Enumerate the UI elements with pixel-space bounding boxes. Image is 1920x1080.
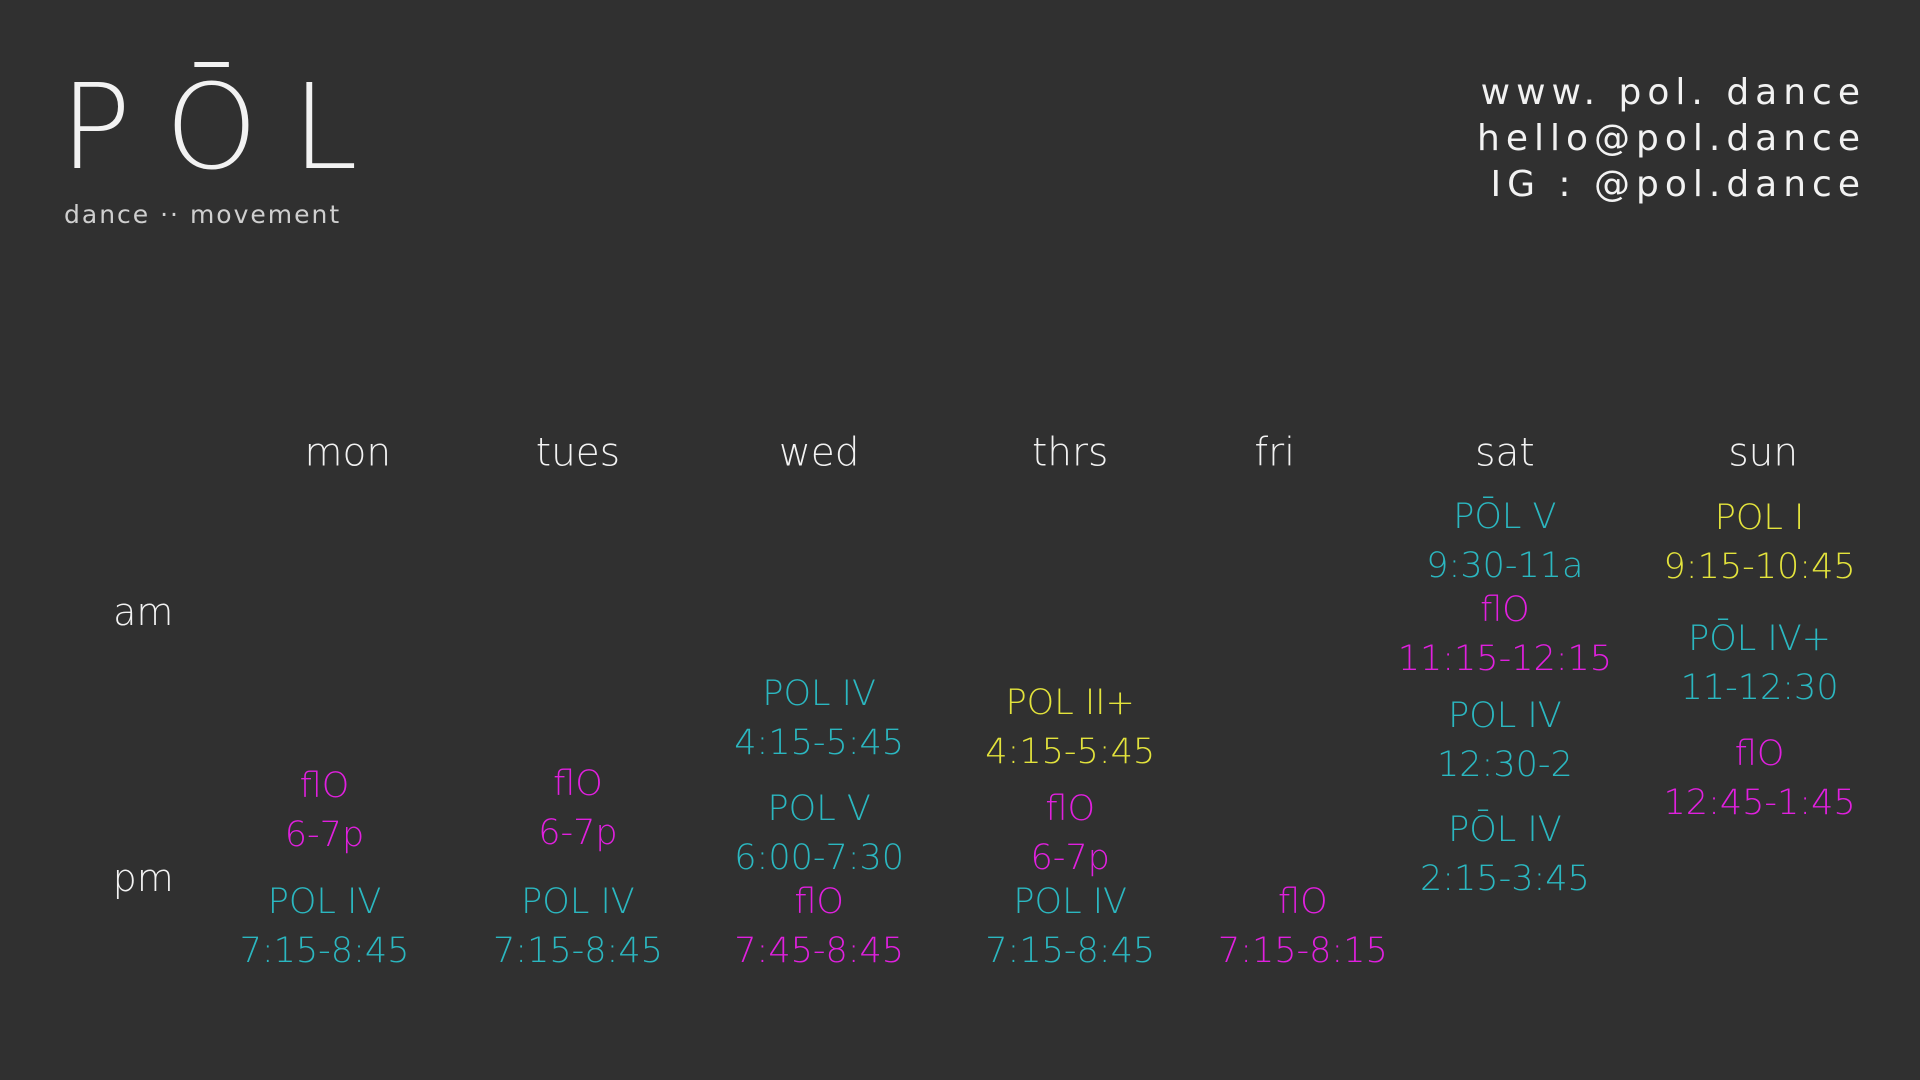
class-time: 7:15-8:45 xyxy=(493,931,663,972)
class-time: 11:15-12:15 xyxy=(1397,638,1613,679)
class-name: POL V xyxy=(767,789,871,830)
class-name: flO xyxy=(1734,734,1785,775)
class-name: flO xyxy=(299,766,350,807)
class-time: 9:15-10:45 xyxy=(1663,546,1856,587)
class-time: 4:15-5:45 xyxy=(734,723,905,764)
class-time: 7:15-8:15 xyxy=(1217,931,1388,972)
day-label: thrs xyxy=(1032,430,1109,476)
class-name: POL II+ xyxy=(1005,682,1135,723)
class-name: flO xyxy=(794,882,844,923)
day-label: sat xyxy=(1475,430,1535,476)
day-label: fri xyxy=(1254,430,1295,476)
class-time: 12:45-1:45 xyxy=(1663,783,1856,824)
class-time: 11-12:30 xyxy=(1680,668,1839,709)
day-label: mon xyxy=(304,430,392,476)
class-time: 6-7p xyxy=(1030,838,1110,879)
class-name: POL IV xyxy=(521,882,635,923)
class-time: 2:15-3:45 xyxy=(1419,859,1590,900)
class-time: 9:30-11a xyxy=(1426,545,1584,586)
class-name: POL I xyxy=(1714,497,1805,538)
class-time: 4:15-5:45 xyxy=(985,731,1156,772)
class-time: 7:15-8:45 xyxy=(239,931,410,972)
class-name: PŌL IV+ xyxy=(1688,619,1832,660)
class-name: flO xyxy=(1045,789,1096,830)
class-time: 12:30-2 xyxy=(1437,745,1573,786)
class-time: 6:00-7:30 xyxy=(734,838,905,879)
contact: www. pol. dance xyxy=(1480,72,1866,113)
class-time: 6-7p xyxy=(538,812,618,853)
class-name: PŌL IV xyxy=(1448,810,1562,851)
day-label: wed xyxy=(778,430,860,476)
contacts: www. pol. dance hello@pol.dance IG : @po… xyxy=(1477,70,1866,208)
day-label: sun xyxy=(1728,430,1799,476)
class-name: PŌL V xyxy=(1453,496,1557,537)
class-name: flO xyxy=(1278,882,1328,923)
day-label: tues xyxy=(535,430,621,476)
class-name: POL IV xyxy=(267,882,382,923)
contact: IG : @pol.dance xyxy=(1490,164,1866,205)
contact: hello@pol.dance xyxy=(1477,118,1866,159)
logo: PŌL xyxy=(60,58,392,196)
class-time: 7:15-8:45 xyxy=(985,931,1156,972)
tagline: dance ·· movement xyxy=(64,200,342,229)
class-name: flO xyxy=(1480,589,1530,630)
class-name: POL IV xyxy=(762,674,876,715)
class-name: POL IV xyxy=(1448,696,1562,737)
class-time: 6-7p xyxy=(284,815,365,856)
class-name: POL IV xyxy=(1013,882,1127,923)
class-time: 7:45-8:45 xyxy=(734,931,905,972)
class-name: flO xyxy=(553,763,603,804)
period-label: am xyxy=(113,590,174,635)
period-label: pm xyxy=(112,855,174,900)
